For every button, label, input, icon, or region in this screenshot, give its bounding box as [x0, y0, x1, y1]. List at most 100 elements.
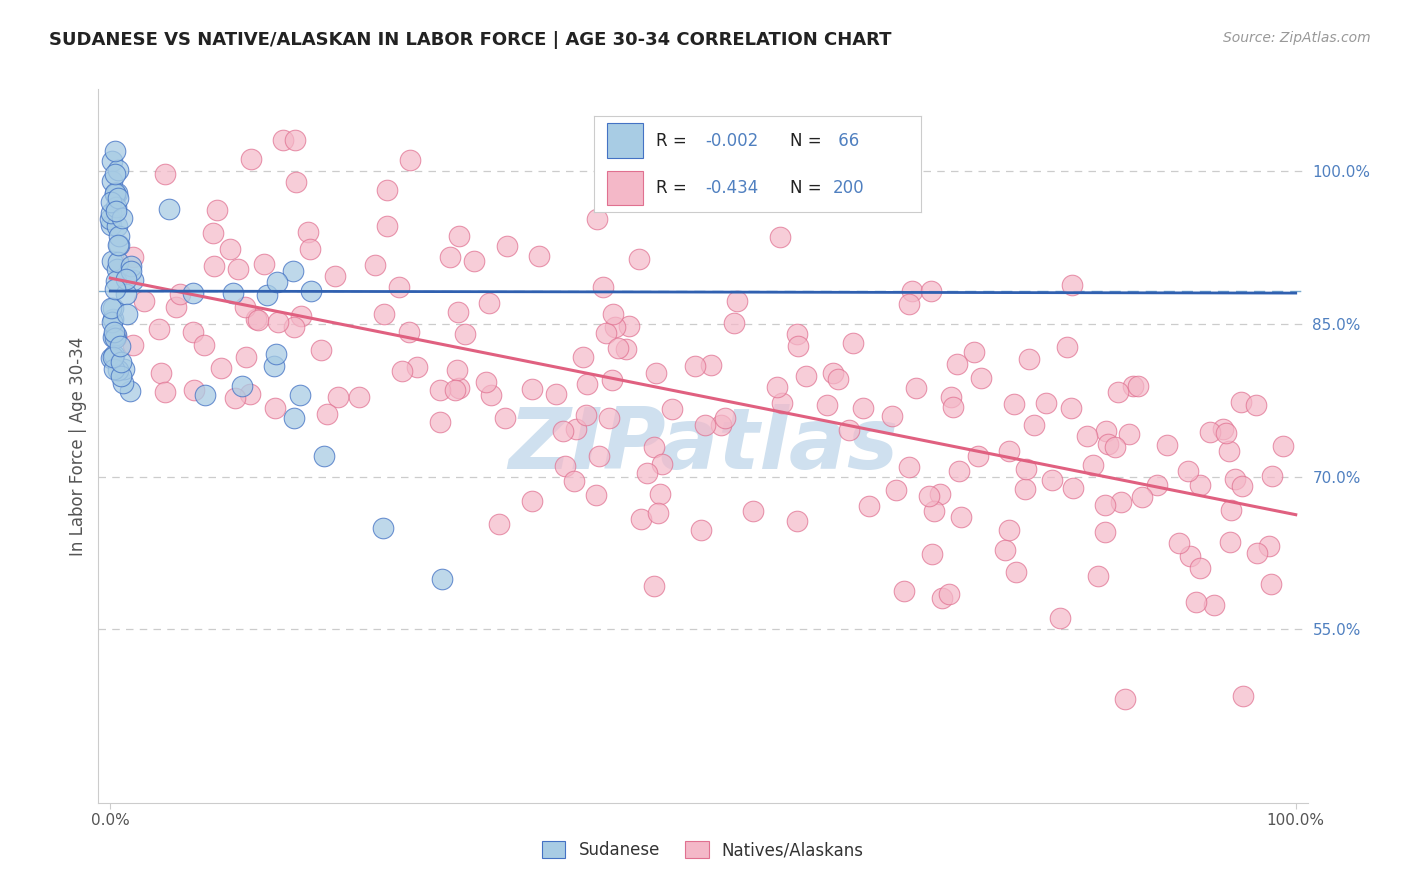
Point [115, 286, 138, 301]
Point [181, 286, 204, 301]
Point [683, 359, 706, 373]
Point [323, 268, 346, 283]
Point [858, 500, 880, 514]
Point [786, 514, 808, 528]
Point [132, 293, 155, 308]
Point [104, 331, 127, 345]
Point [1062, 481, 1084, 495]
Point [1022, 417, 1045, 432]
Point [1168, 536, 1191, 550]
Point [108, 339, 131, 353]
Point [630, 512, 652, 526]
Point [371, 520, 394, 534]
Point [588, 449, 610, 463]
Point [398, 325, 420, 339]
Point [1087, 569, 1109, 583]
Point [602, 307, 624, 321]
Point [104, 204, 127, 219]
Point [600, 374, 623, 388]
Point [429, 415, 451, 429]
Point [101, 301, 124, 316]
Point [1220, 503, 1243, 517]
Point [1049, 611, 1071, 625]
Point [375, 219, 398, 233]
Point [256, 288, 278, 302]
Point [246, 313, 269, 327]
Point [585, 488, 607, 502]
Point [998, 524, 1021, 538]
Point [994, 543, 1017, 558]
Point [651, 457, 673, 471]
Point [101, 350, 124, 364]
Point [529, 249, 551, 263]
Point [183, 383, 205, 397]
Point [1230, 395, 1253, 409]
Point [823, 366, 845, 380]
Point [713, 410, 735, 425]
Point [110, 355, 132, 369]
Point [939, 391, 962, 405]
Point [1114, 692, 1136, 706]
Point [104, 186, 127, 201]
Point [104, 167, 127, 181]
Point [1035, 396, 1057, 410]
Point [522, 494, 544, 508]
Point [454, 326, 477, 341]
Point [769, 230, 792, 244]
Point [643, 440, 665, 454]
Point [1097, 437, 1119, 451]
Point [893, 584, 915, 599]
Point [100, 206, 122, 220]
Point [945, 358, 967, 372]
Point [264, 347, 287, 361]
Point [226, 261, 249, 276]
Point [169, 286, 191, 301]
Point [148, 322, 170, 336]
Point [299, 284, 322, 298]
Point [104, 328, 127, 343]
Point [1246, 546, 1268, 560]
Point [586, 212, 609, 227]
Point [1215, 426, 1237, 441]
Point [118, 384, 141, 399]
Point [165, 300, 187, 314]
Point [723, 316, 745, 330]
Point [614, 342, 637, 356]
Point [309, 343, 332, 357]
Point [636, 466, 658, 480]
Point [235, 350, 257, 364]
Point [786, 339, 808, 353]
Point [443, 383, 465, 397]
Point [253, 257, 276, 271]
Point [1185, 595, 1208, 609]
Point [209, 360, 232, 375]
Point [233, 300, 256, 314]
Point [283, 264, 305, 278]
Point [815, 398, 838, 412]
Point [104, 200, 127, 214]
Point [546, 387, 568, 401]
Point [648, 487, 671, 501]
Text: Source: ZipAtlas.com: Source: ZipAtlas.com [1223, 31, 1371, 45]
Point [104, 282, 127, 296]
Point [1107, 384, 1129, 399]
Point [101, 254, 124, 268]
Point [852, 401, 875, 416]
Point [1258, 539, 1281, 553]
Point [218, 242, 240, 256]
Point [263, 359, 285, 373]
Point [922, 503, 945, 517]
Point [231, 379, 253, 393]
Point [298, 242, 321, 256]
Point [520, 383, 543, 397]
Y-axis label: In Labor Force | Age 30-34: In Labor Force | Age 30-34 [69, 336, 87, 556]
Point [121, 273, 143, 287]
Text: ZIPatlas: ZIPatlas [508, 404, 898, 488]
Point [1246, 398, 1268, 412]
Point [121, 338, 143, 352]
Point [283, 410, 305, 425]
Point [103, 326, 125, 340]
Point [905, 381, 928, 395]
Point [929, 487, 952, 501]
Point [101, 311, 124, 326]
